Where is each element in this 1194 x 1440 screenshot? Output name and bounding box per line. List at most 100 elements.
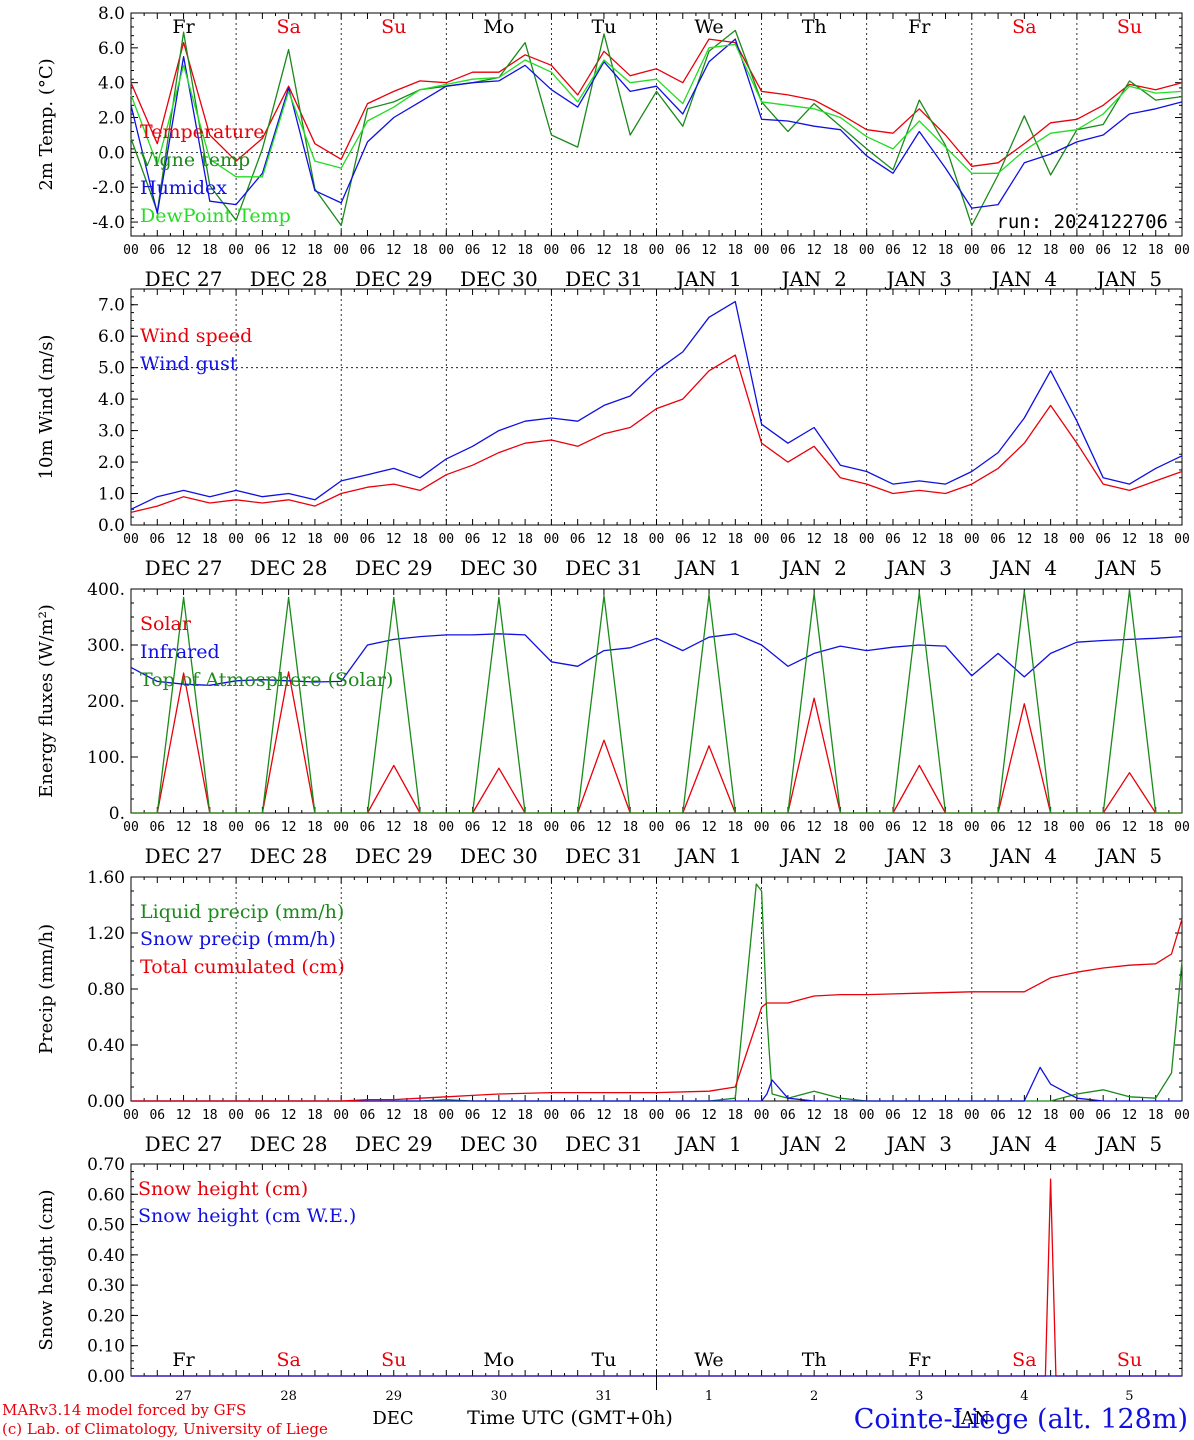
y-tick-label: 2.0	[98, 109, 125, 129]
hour-label: 06	[149, 820, 165, 835]
model-credit: MARv3.14 model forced by GFS	[2, 1401, 246, 1419]
y-tick-label: 0.	[109, 804, 125, 824]
day-of-week-label: Th	[802, 1349, 827, 1371]
date-number: 29	[385, 1389, 402, 1404]
y-tick-label: 0.00	[87, 1367, 125, 1387]
hour-label: 06	[465, 1108, 481, 1123]
day-of-week-label: Tu	[591, 16, 616, 38]
hour-label: 12	[176, 1108, 192, 1123]
date-label: DEC 31	[565, 556, 643, 580]
day-of-week-label: Sa	[1012, 16, 1036, 38]
hour-label: 00	[964, 820, 980, 835]
hour-label: 12	[176, 820, 192, 835]
hour-label: 18	[1148, 532, 1164, 547]
hour-label: 00	[859, 532, 875, 547]
hour-label: 00	[1174, 1108, 1190, 1123]
hour-label: 12	[386, 1108, 402, 1123]
hour-label: 12	[911, 820, 927, 835]
hour-label: 06	[1095, 820, 1111, 835]
y-tick-label: 100.	[87, 748, 125, 768]
day-of-week-label: Fr	[172, 16, 195, 38]
hour-label: 00	[333, 1108, 349, 1123]
hour-label: 12	[1017, 820, 1033, 835]
hour-label: 00	[438, 532, 454, 547]
hour-label: 06	[465, 243, 481, 258]
hour-label: 18	[1043, 243, 1059, 258]
date-label: DEC 28	[250, 267, 328, 291]
day-of-week-label: Tu	[591, 1349, 616, 1371]
hour-label: 18	[1043, 532, 1059, 547]
hour-label: 00	[859, 1108, 875, 1123]
y-tick-label: 0.0	[98, 516, 125, 536]
hour-label: 06	[465, 532, 481, 547]
day-of-week-label: Sa	[276, 1349, 300, 1371]
hour-label: 06	[990, 243, 1006, 258]
hour-label: 12	[1122, 532, 1138, 547]
hour-label: 00	[1174, 532, 1190, 547]
y-tick-label: 1.0	[98, 485, 125, 505]
hour-label: 18	[412, 1108, 428, 1123]
hour-label: 06	[1095, 1108, 1111, 1123]
hour-label: 18	[727, 532, 743, 547]
y-tick-label: 3.0	[98, 422, 125, 442]
hour-label: 06	[1095, 243, 1111, 258]
series-line-3	[131, 589, 1182, 814]
hour-label: 00	[649, 243, 665, 258]
y-axis-label: Energy fluxes (W/m²)	[36, 604, 57, 798]
day-of-week-label: Mo	[483, 1349, 514, 1371]
y-tick-label: 0.20	[87, 1306, 125, 1326]
panel-4: 1.60 1.20 0.80 0.40 0.00 Precip (mm/h) Liquid …	[36, 868, 1190, 1156]
legend-entry: Top of Atmosphere (Solar)	[140, 669, 393, 691]
hour-label: 18	[938, 1108, 954, 1123]
date-label: JAN 2	[779, 556, 846, 580]
date-label: DEC 27	[145, 556, 223, 580]
hour-label: 06	[149, 1108, 165, 1123]
legend-entry: Vigne temp	[139, 149, 250, 171]
hour-label: 00	[1174, 243, 1190, 258]
hour-label: 06	[255, 243, 271, 258]
hour-label: 18	[202, 532, 218, 547]
hour-label: 18	[622, 1108, 638, 1123]
y-tick-label: 300.	[87, 636, 125, 656]
date-label: DEC 31	[565, 1132, 643, 1156]
month-label: JAN	[952, 1408, 990, 1429]
y-tick-label: 7.0	[98, 296, 125, 316]
series-line-4	[130, 43, 1183, 178]
hour-label: 18	[307, 243, 323, 258]
legend-entry: Wind gust	[140, 353, 238, 375]
hour-label: 00	[754, 243, 770, 258]
hour-label: 00	[649, 820, 665, 835]
hour-label: 00	[228, 532, 244, 547]
day-of-week-label: Fr	[172, 1349, 195, 1371]
hour-label: 12	[701, 820, 717, 835]
hour-label: 18	[307, 1108, 323, 1123]
y-tick-label: 0.80	[87, 980, 125, 1000]
date-label: JAN 5	[1095, 267, 1162, 291]
series-line-2	[130, 29, 1183, 227]
date-label: JAN 1	[674, 556, 741, 580]
hour-label: 12	[596, 532, 612, 547]
hour-label: 00	[544, 532, 560, 547]
hour-label: 12	[281, 820, 297, 835]
hour-label: 00	[438, 1108, 454, 1123]
legend-entry: Humidex	[140, 177, 227, 199]
hour-label: 18	[1148, 243, 1164, 258]
hour-label: 12	[596, 1108, 612, 1123]
series-line-1	[131, 671, 1182, 814]
day-of-week-label: Fr	[908, 1349, 931, 1371]
hour-label: 00	[964, 243, 980, 258]
date-label: DEC 29	[355, 1132, 433, 1156]
hour-label: 18	[833, 1108, 849, 1123]
y-tick-label: 0.40	[87, 1246, 125, 1266]
series-line-3	[130, 38, 1183, 215]
date-label: JAN 4	[990, 556, 1057, 580]
hour-label: 18	[727, 243, 743, 258]
hour-label: 06	[885, 532, 901, 547]
hour-label: 06	[990, 1108, 1006, 1123]
date-label: DEC 27	[145, 844, 223, 868]
hour-label: 18	[307, 820, 323, 835]
hour-label: 18	[202, 243, 218, 258]
panel-3: 400. 300. 200. 100. 0. Energy fluxes (W/m²) So…	[36, 580, 1190, 868]
series-line-2	[130, 633, 1183, 686]
y-tick-label: 2.0	[98, 453, 125, 473]
